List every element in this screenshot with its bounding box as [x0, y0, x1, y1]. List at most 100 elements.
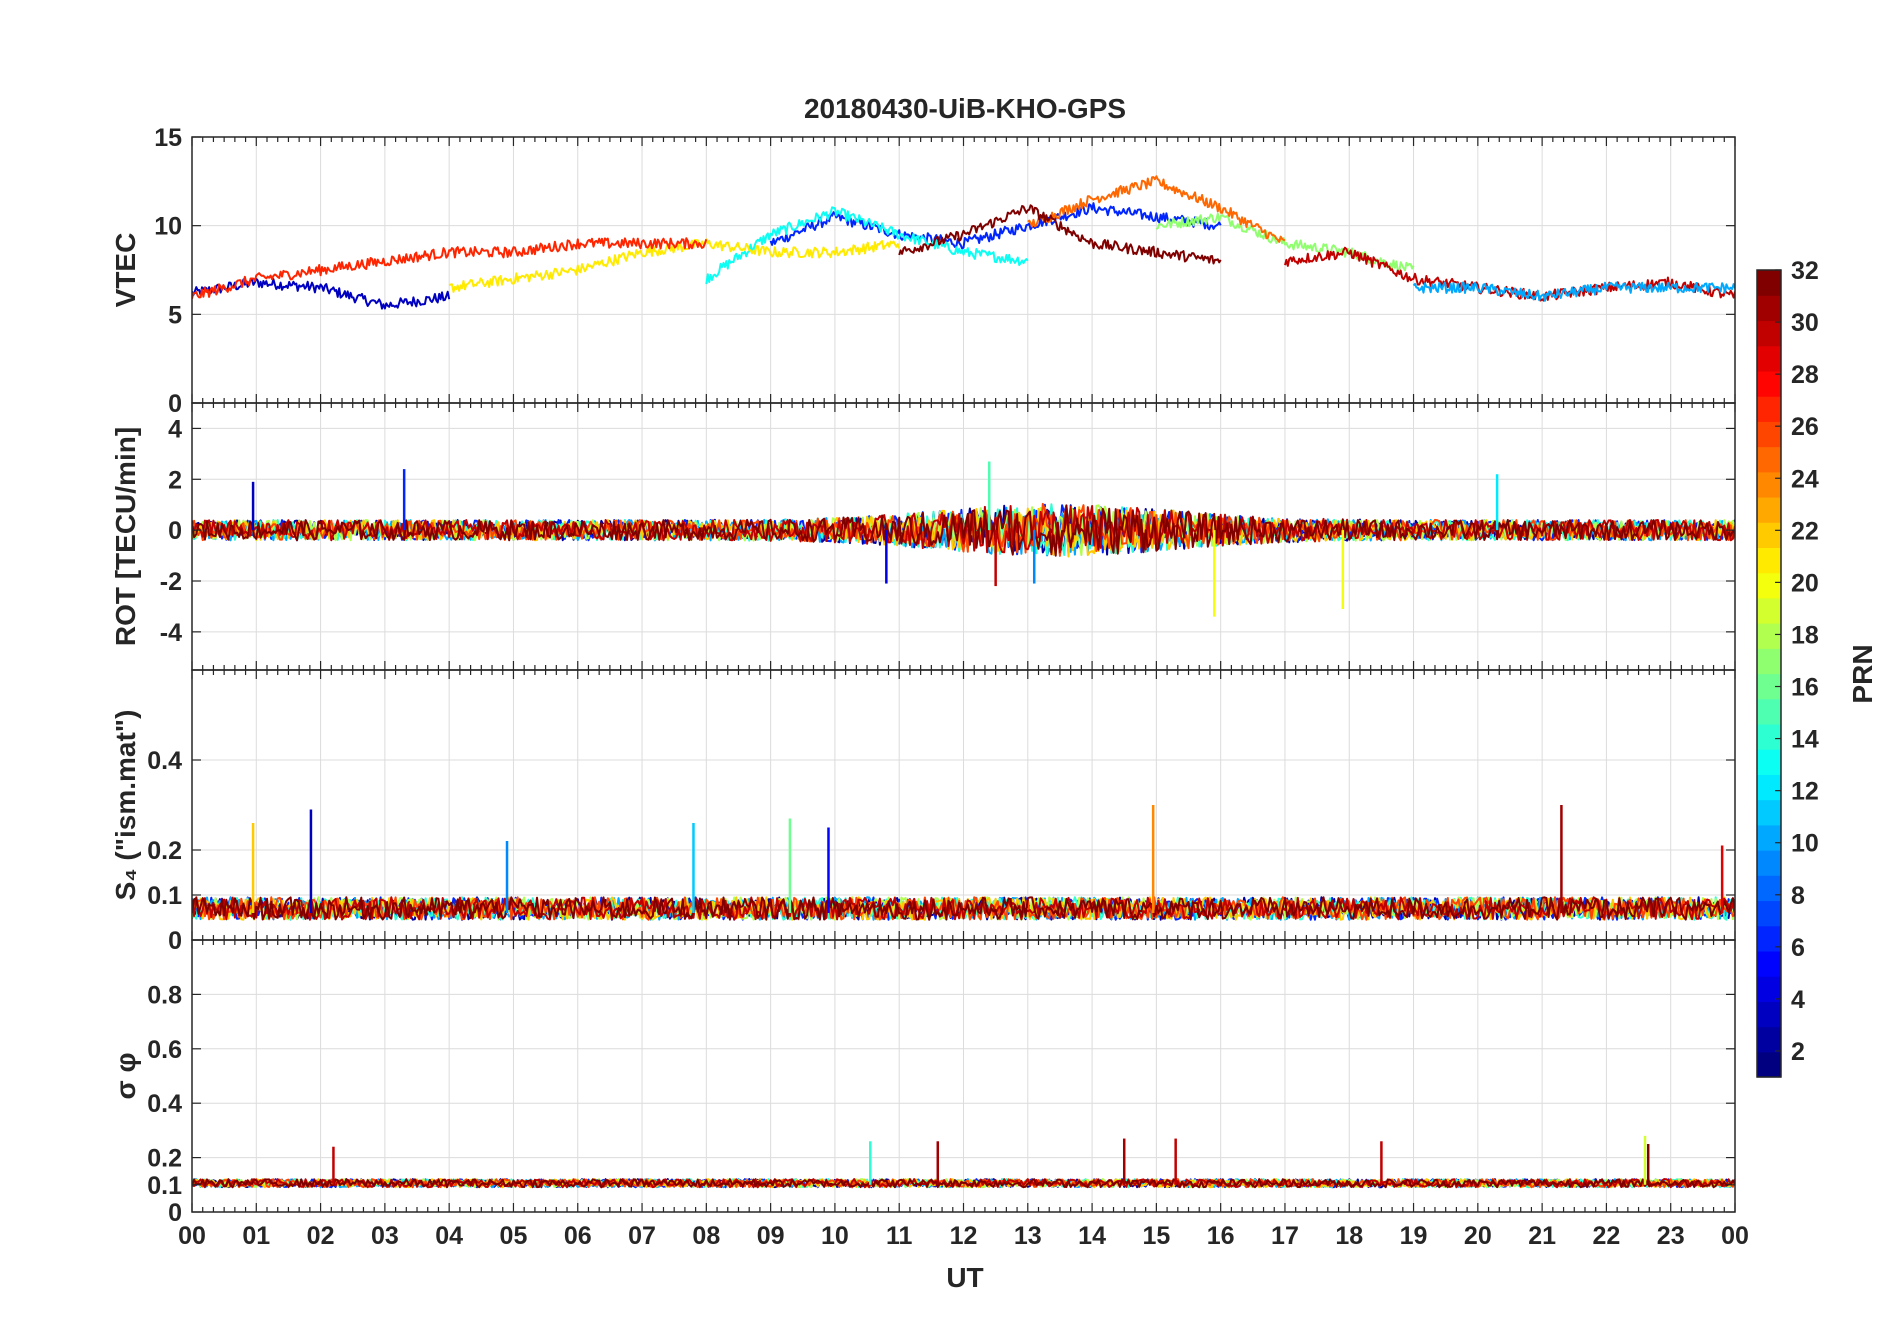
- panel-data: [192, 1135, 1735, 1189]
- colorbar-segment: [1757, 421, 1781, 448]
- colorbar-segment: [1757, 345, 1781, 372]
- colorbar-label: PRN: [1847, 644, 1878, 703]
- x-tick-label: 03: [371, 1222, 399, 1250]
- y-tick-label: 0: [168, 517, 182, 545]
- y-tick-label: 0.8: [147, 981, 182, 1009]
- colorbar-segment: [1757, 597, 1781, 624]
- colorbar-segment: [1757, 1026, 1781, 1053]
- y-tick-label: 0: [168, 927, 182, 955]
- x-tick-label: 17: [1271, 1222, 1299, 1250]
- y-tick-label: -4: [160, 619, 182, 647]
- colorbar-segment: [1757, 950, 1781, 977]
- colorbar-tick-label: 24: [1791, 465, 1819, 493]
- y-axis-label: S₄ ("ism.mat"): [110, 710, 141, 901]
- colorbar-segment: [1757, 446, 1781, 473]
- colorbar-segment: [1757, 496, 1781, 523]
- y-tick-label: 0.4: [147, 747, 182, 775]
- colorbar-tick-label: 18: [1791, 621, 1819, 649]
- colorbar-segment: [1757, 850, 1781, 876]
- rot-series-prn-32: [192, 504, 1735, 557]
- colorbar-segment: [1757, 648, 1781, 675]
- colorbar-segment: [1757, 799, 1781, 826]
- colorbar-tick-label: 14: [1791, 726, 1819, 754]
- x-tick-label: 22: [1593, 1222, 1621, 1250]
- colorbar-segment: [1757, 572, 1781, 599]
- x-tick-label: 11: [886, 1222, 913, 1250]
- y-tick-label: -2: [160, 568, 182, 596]
- x-tick-label: 00: [1721, 1222, 1749, 1250]
- y-tick-label: 5: [168, 301, 182, 329]
- vtec-series-prn-30: [1284, 246, 1735, 302]
- vtec-series-prn-10: [1412, 281, 1735, 302]
- colorbar-segment: [1757, 522, 1781, 549]
- x-tick-label: 09: [757, 1222, 785, 1250]
- x-axis-label: UT: [946, 1262, 983, 1293]
- x-tick-label: 18: [1335, 1222, 1363, 1250]
- colorbar-tick-label: 4: [1791, 986, 1805, 1014]
- colorbar-segment: [1757, 925, 1781, 952]
- x-tick-label: 19: [1400, 1222, 1428, 1250]
- colorbar-segment: [1757, 1001, 1781, 1028]
- panel-vtec: 0 5 10 15 VTEC: [110, 124, 1736, 418]
- x-tick-label: 06: [564, 1222, 592, 1250]
- colorbar-tick-label: 22: [1791, 517, 1819, 545]
- panel-sigma_phi: 00.10.2 0.4 0.6 0.8 σ φ: [110, 939, 1736, 1227]
- colorbar-segment: [1757, 900, 1781, 927]
- x-tick-label: 05: [500, 1222, 528, 1250]
- x-tick-label: 08: [692, 1222, 720, 1250]
- colorbar-tick-label: 30: [1791, 309, 1819, 337]
- y-tick-label: 0: [168, 390, 182, 418]
- colorbar-segment: [1757, 774, 1781, 801]
- y-tick-label: 2: [168, 466, 182, 494]
- colorbar-segment: [1757, 320, 1781, 347]
- colorbar-segment: [1757, 976, 1781, 1002]
- colorbar-segment: [1757, 875, 1781, 902]
- colorbar-segment: [1757, 824, 1781, 851]
- colorbar-segment: [1757, 723, 1781, 750]
- vtec-series-prn-25: [1027, 175, 1286, 243]
- y-axis-label: σ φ: [110, 1053, 141, 1100]
- x-tick-label: 07: [628, 1222, 656, 1250]
- y-tick-label: 15: [154, 124, 182, 152]
- s4-series-prn-30: [192, 896, 1735, 921]
- x-tick-label: 21: [1528, 1222, 1556, 1250]
- y-tick-label: 0: [168, 1199, 182, 1227]
- x-tick-label: 01: [242, 1222, 270, 1250]
- colorbar-segment: [1757, 623, 1781, 649]
- vtec-series-prn-21: [448, 238, 901, 293]
- colorbar-segment: [1757, 471, 1781, 498]
- x-tick-label: 23: [1657, 1222, 1685, 1250]
- colorbar-tick-label: 10: [1791, 830, 1819, 858]
- x-tick-label: 02: [307, 1222, 335, 1250]
- vtec-series-prn-27: [192, 237, 708, 299]
- y-tick-label: 0.2: [147, 1145, 182, 1173]
- colorbar-segment: [1757, 547, 1781, 574]
- colorbar-tick-label: 16: [1791, 674, 1819, 702]
- vtec-series-prn-13: [705, 206, 1029, 285]
- colorbar-segment: [1757, 1051, 1781, 1078]
- x-tick-label: 15: [1142, 1222, 1170, 1250]
- colorbar-tick-label: 2: [1791, 1038, 1805, 1066]
- y-tick-label: 0.4: [147, 1090, 182, 1118]
- x-tick-label: 04: [435, 1222, 463, 1250]
- panel-data: [192, 175, 1735, 310]
- x-tick-label: 13: [1014, 1222, 1042, 1250]
- y-tick-label: 4: [168, 415, 182, 443]
- colorbar-frame: [1756, 269, 1782, 1078]
- colorbar-segment: [1757, 270, 1781, 296]
- colorbar-segment: [1757, 295, 1781, 322]
- colorbar-segment: [1757, 396, 1781, 422]
- colorbar-segment: [1757, 370, 1781, 397]
- x-tick-label: 12: [950, 1222, 978, 1250]
- chart-title: 20180430-UiB-KHO-GPS: [804, 93, 1126, 124]
- colorbar-tick-label: 32: [1791, 257, 1819, 285]
- y-axis-label: ROT [TECU/min]: [110, 427, 141, 646]
- y-tick-label: 0.1: [147, 882, 182, 910]
- colorbar-segment: [1757, 698, 1781, 725]
- panel-data: [192, 805, 1735, 921]
- y-tick-label: 0.2: [147, 837, 182, 865]
- colorbar-tick-label: 6: [1791, 934, 1805, 962]
- y-tick-label: 0.6: [147, 1036, 182, 1064]
